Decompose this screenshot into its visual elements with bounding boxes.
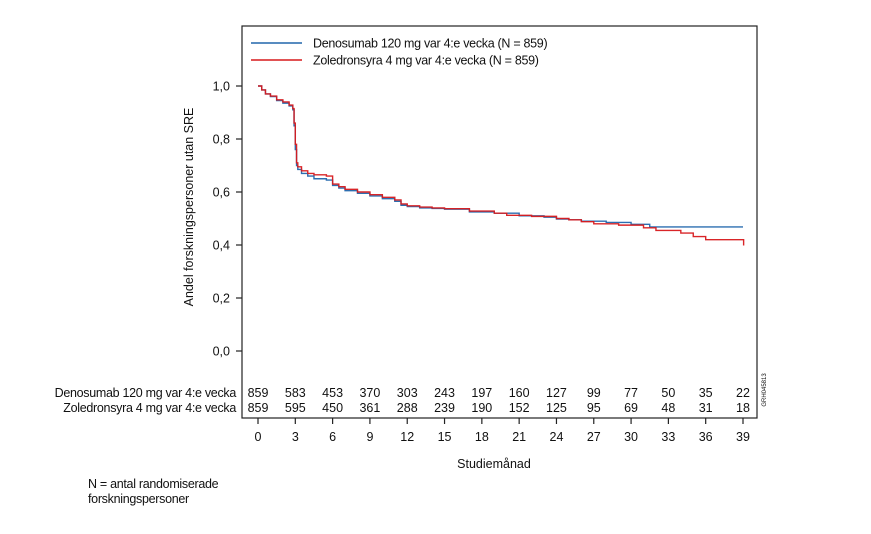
y-tick-label: 0,0 xyxy=(213,345,230,359)
series-line-zoledronsyra xyxy=(258,85,745,246)
at-risk-value: 125 xyxy=(546,401,567,415)
x-tick-label: 21 xyxy=(512,430,526,444)
at-risk-value: 69 xyxy=(624,401,638,415)
at-risk-value: 370 xyxy=(359,386,380,400)
at-risk-value: 190 xyxy=(471,401,492,415)
at-risk-row-label: Zoledronsyra 4 mg var 4:e vecka xyxy=(63,401,236,415)
series-group xyxy=(258,85,745,246)
at-risk-value: 99 xyxy=(587,386,601,400)
x-tick-label: 18 xyxy=(475,430,489,444)
at-risk-value: 859 xyxy=(248,386,269,400)
footnote-line-2: forskningspersoner xyxy=(88,492,189,506)
series-line-denosumab xyxy=(258,85,743,228)
y-tick-label: 0,2 xyxy=(213,292,230,306)
at-risk-value: 243 xyxy=(434,386,455,400)
at-risk-table: Denosumab 120 mg var 4:e vecka 859 583 453 3… xyxy=(55,386,750,415)
at-risk-value: 152 xyxy=(509,401,530,415)
plot-frame xyxy=(241,25,758,419)
x-tick-label: 6 xyxy=(329,430,336,444)
at-risk-value: 595 xyxy=(285,401,306,415)
x-tick-label: 15 xyxy=(438,430,452,444)
at-risk-value: 303 xyxy=(397,386,418,400)
at-risk-value: 18 xyxy=(736,401,750,415)
y-axis: 0,0 0,2 0,4 0,6 0,8 1,0 xyxy=(213,80,242,359)
legend-label: Denosumab 120 mg var 4:e vecka (N = 859) xyxy=(313,37,547,51)
at-risk-value: 453 xyxy=(322,386,343,400)
at-risk-value: 31 xyxy=(699,401,713,415)
x-tick-label: 30 xyxy=(624,430,638,444)
at-risk-value: 859 xyxy=(248,401,269,415)
at-risk-value: 95 xyxy=(587,401,601,415)
at-risk-value: 288 xyxy=(397,401,418,415)
x-tick-label: 39 xyxy=(736,430,750,444)
footnote-line-1: N = antal randomiserade xyxy=(88,477,219,491)
x-axis: 0 3 6 9 12 15 18 21 24 27 30 33 36 39 xyxy=(255,418,750,444)
at-risk-value: 50 xyxy=(661,386,675,400)
y-tick-label: 0,8 xyxy=(213,133,230,147)
at-risk-value: 361 xyxy=(359,401,380,415)
x-tick-label: 0 xyxy=(255,430,262,444)
at-risk-value: 450 xyxy=(322,401,343,415)
at-risk-value: 160 xyxy=(509,386,530,400)
at-risk-value: 127 xyxy=(546,386,567,400)
legend: Denosumab 120 mg var 4:e vecka (N = 859)… xyxy=(251,37,548,68)
y-tick-label: 0,4 xyxy=(213,239,230,253)
y-tick-label: 0,6 xyxy=(213,186,230,200)
at-risk-value: 239 xyxy=(434,401,455,415)
x-tick-label: 3 xyxy=(292,430,299,444)
y-tick-label: 1,0 xyxy=(213,80,230,94)
x-tick-label: 33 xyxy=(661,430,675,444)
y-axis-label: Andel forskningspersoner utan SRE xyxy=(182,108,196,307)
x-tick-label: 24 xyxy=(550,430,564,444)
at-risk-value: 35 xyxy=(699,386,713,400)
at-risk-value: 583 xyxy=(285,386,306,400)
figure-id: GRH045813 xyxy=(762,373,768,407)
x-tick-label: 12 xyxy=(400,430,414,444)
x-tick-label: 27 xyxy=(587,430,601,444)
at-risk-value: 22 xyxy=(736,386,750,400)
x-tick-label: 9 xyxy=(366,430,373,444)
at-risk-value: 77 xyxy=(624,386,638,400)
at-risk-row-label: Denosumab 120 mg var 4:e vecka xyxy=(55,386,237,400)
at-risk-value: 197 xyxy=(471,386,492,400)
legend-label: Zoledronsyra 4 mg var 4:e vecka (N = 859… xyxy=(313,54,539,68)
x-axis-label: Studiemånad xyxy=(457,457,531,471)
x-tick-label: 36 xyxy=(699,430,713,444)
footnote: N = antal randomiserade forskningsperson… xyxy=(88,477,219,507)
at-risk-value: 48 xyxy=(661,401,675,415)
